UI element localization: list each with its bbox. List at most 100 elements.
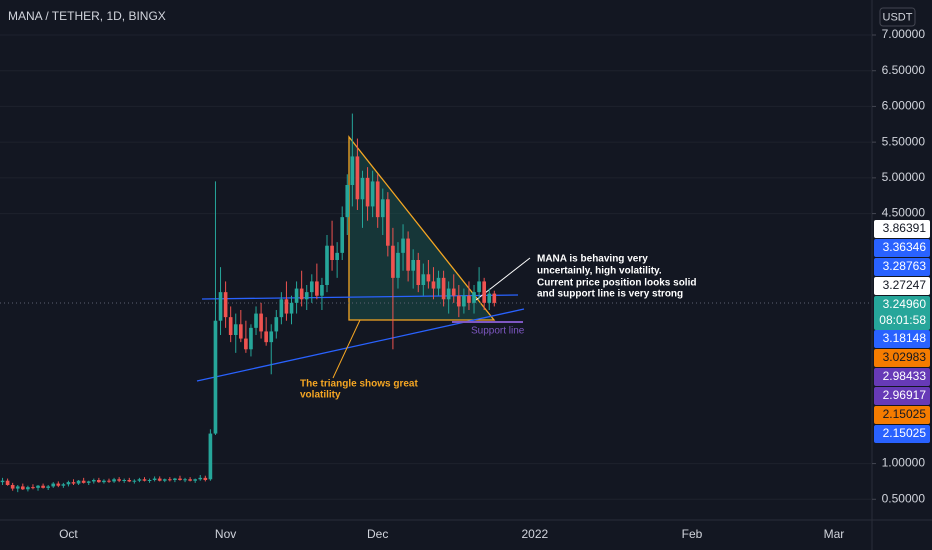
candle-body: [51, 483, 56, 487]
candle-body: [147, 480, 152, 481]
candle-body: [71, 482, 76, 484]
currency-label[interactable]: USDT: [883, 11, 913, 23]
x-tick-label: Feb: [682, 527, 703, 541]
candle-body: [309, 281, 314, 293]
candle-body: [477, 281, 481, 293]
price-label-box: [874, 258, 930, 276]
candle-body: [168, 479, 172, 481]
candle-body: [472, 292, 476, 303]
candle-body: [436, 277, 441, 289]
candle-body: [46, 486, 50, 488]
candle-body: [269, 331, 274, 343]
candle-body: [162, 479, 167, 481]
candles: [0, 113, 497, 493]
price-label: 3.18148: [883, 331, 927, 345]
candle-body: [451, 288, 456, 296]
candle-body: [335, 252, 339, 260]
price-label: 3.86391: [883, 221, 927, 235]
candle-body: [391, 245, 395, 278]
candle-body: [233, 324, 238, 335]
price-label: 3.27247: [883, 278, 927, 292]
candle-body: [406, 238, 410, 271]
candle-body: [355, 156, 360, 200]
candle-body: [254, 313, 258, 328]
candle-body: [249, 327, 253, 350]
candle-body: [401, 238, 405, 253]
triangle-drawing: [348, 135, 496, 321]
candle-body: [320, 285, 324, 296]
y-tick-label: 5.00000: [882, 170, 926, 184]
candle-body: [122, 480, 127, 481]
candle-body: [188, 479, 192, 481]
candle-body: [284, 299, 289, 314]
candle-body: [198, 477, 203, 480]
candle-body: [380, 199, 385, 218]
y-tick-label: 5.50000: [882, 134, 926, 148]
price-label-box: [874, 277, 930, 295]
candle-body: [294, 288, 299, 303]
x-tick-label: Oct: [59, 527, 78, 541]
candle-body: [315, 281, 319, 296]
countdown: 08:01:58: [879, 313, 926, 327]
candle-body: [97, 480, 101, 483]
candle-body: [426, 274, 431, 282]
triangle-text: volatility: [300, 390, 341, 401]
price-label: 3.24960: [883, 297, 927, 311]
candle-body: [279, 299, 284, 318]
y-tick-label: 0.50000: [882, 491, 926, 505]
note-text: Current price position looks solid: [537, 278, 696, 289]
candle-body: [137, 479, 142, 481]
x-tick-label: Nov: [215, 527, 236, 541]
candle-body: [431, 281, 436, 289]
y-tick-label: 6.00000: [882, 99, 926, 113]
grid: [0, 34, 872, 500]
price-label-box: [874, 296, 930, 330]
candle-body: [274, 317, 279, 332]
candle-body: [365, 177, 370, 207]
candle-body: [492, 293, 497, 303]
candle-body: [441, 277, 446, 300]
callout-line: [332, 319, 361, 379]
price-label-box: [874, 406, 930, 424]
price-label-box: [874, 330, 930, 348]
price-label: 2.96917: [883, 388, 927, 402]
support-text: Support line: [471, 326, 525, 337]
price-label-box: [874, 425, 930, 443]
candle-body: [36, 485, 40, 488]
candle-body: [375, 181, 380, 218]
candle-body: [446, 288, 451, 300]
candle-body: [178, 478, 182, 480]
candle-body: [5, 480, 10, 485]
candle-body: [467, 295, 471, 303]
note-text: MANA is behaving very: [537, 254, 648, 265]
candle-body: [411, 260, 416, 271]
candle-body: [10, 485, 15, 489]
candle-body: [152, 478, 157, 480]
candle-body: [117, 479, 121, 481]
price-label: 2.98433: [883, 369, 927, 383]
currency-button[interactable]: [879, 7, 916, 27]
candle-body: [81, 480, 86, 483]
candle-body: [325, 245, 329, 285]
candle-body: [86, 481, 91, 483]
note-text: and support line is very strong: [537, 289, 683, 300]
candle-body: [183, 479, 187, 481]
candle-body: [76, 480, 81, 484]
candle-body: [112, 479, 116, 482]
candle-body: [259, 313, 263, 332]
candle-body: [20, 486, 25, 490]
candle-body: [482, 281, 486, 303]
price-label: 2.15025: [883, 407, 927, 421]
candle-body: [208, 433, 213, 480]
candle-body: [238, 324, 243, 339]
price-label-box: [874, 349, 930, 367]
candle-body: [26, 487, 30, 490]
y-tick-label: 6.50000: [882, 63, 926, 77]
candle-body: [421, 274, 426, 285]
candle-body: [416, 260, 421, 285]
candle-body: [304, 292, 309, 300]
price-label: 3.28763: [883, 259, 927, 273]
